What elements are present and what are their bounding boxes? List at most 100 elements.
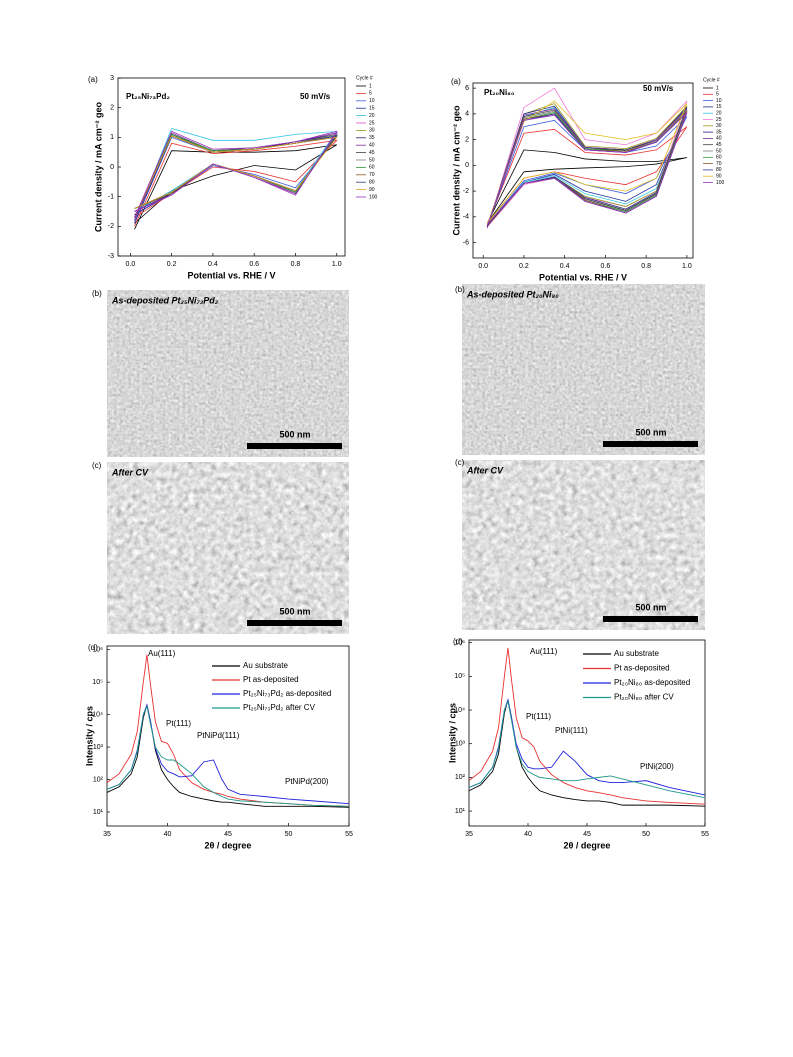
y-tick-label: 6 (465, 85, 469, 92)
x-tick-label: 45 (583, 831, 591, 838)
legend-label: 1 (369, 83, 372, 89)
legend-label: 60 (716, 155, 722, 161)
scale-bar-label: 500 nm (279, 606, 310, 616)
data-line (486, 103, 688, 228)
annotation: 50 mV/s (300, 92, 331, 101)
x-tick-label: 35 (465, 831, 473, 838)
legend-label: 5 (716, 92, 719, 98)
annotation: PtNiPd(111) (197, 731, 240, 740)
scale-bar (603, 616, 698, 622)
data-line (106, 704, 350, 808)
legend-label: 45 (369, 150, 375, 156)
x-tick-label: 0.8 (291, 261, 301, 268)
y-tick-label: 10² (455, 774, 466, 781)
legend-label: 60 (369, 165, 375, 171)
panel-label: (a) (88, 75, 98, 84)
y-tick-label: 3 (110, 75, 114, 82)
y-tick-label: -1 (108, 194, 114, 201)
y-axis-label: Current density / mA cm⁻² geo (451, 105, 461, 235)
y-tick-label: 10¹ (455, 808, 466, 815)
legend-label: 80 (716, 167, 722, 173)
legend-label: 100 (716, 180, 725, 186)
plot-frame (117, 77, 346, 257)
x-tick-label: 40 (524, 831, 532, 838)
legend-label: 25 (369, 120, 375, 126)
x-tick-label: 55 (701, 831, 709, 838)
x-axis-label: Potential vs. RHE / V (187, 270, 275, 280)
x-axis-label: 2θ / degree (205, 840, 252, 850)
y-tick-label: 10⁶ (454, 640, 465, 647)
x-tick-label: 0.4 (208, 261, 218, 268)
legend-label: Pt₂₅Ni₇₃Pd₂ after CV (243, 703, 316, 712)
legend-label: Pt as-deposited (243, 675, 299, 684)
x-tick-label: 0.4 (560, 263, 570, 270)
y-tick-label: -4 (463, 214, 469, 221)
y-tick-label: 0 (465, 162, 469, 169)
data-line (486, 100, 688, 225)
annotation: Pt(111) (526, 712, 551, 721)
annotation: PtNi(111) (555, 726, 588, 735)
data-line (134, 139, 338, 227)
y-tick-label: 10⁵ (454, 673, 465, 680)
annotation: Au(111) (148, 649, 176, 658)
annotation: Pt(111) (166, 719, 191, 728)
panel-label: (b) (455, 285, 465, 294)
annotation: Au(111) (530, 647, 558, 656)
y-tick-label: 1 (110, 134, 114, 141)
panel-label: (b) (92, 289, 102, 298)
scale-bar (247, 443, 342, 449)
legend-label: 50 (716, 148, 722, 154)
x-tick-label: 0.0 (478, 263, 488, 270)
x-tick-label: 0.6 (249, 261, 259, 268)
image-caption: As-deposited Pt₂₅Ni₇₃Pd₂ (111, 295, 219, 305)
data-line (486, 109, 688, 228)
scale-bar (603, 441, 698, 447)
y-tick-label: 10⁵ (92, 679, 103, 686)
x-tick-label: 0.0 (126, 261, 136, 268)
legend-label: Pt₂₅Ni₇₃Pd₂ as-deposited (243, 689, 331, 698)
image-caption: As-deposited Pt₂₀Ni₈₀ (466, 289, 559, 299)
legend-label: 15 (369, 106, 375, 112)
legend-label: 50 (369, 157, 375, 163)
legend-label: Pt as-deposited (614, 664, 670, 673)
panel-label: (d) (88, 643, 98, 652)
data-line (486, 105, 688, 228)
panel-label: (c) (92, 461, 102, 470)
legend-label: 40 (369, 143, 375, 149)
x-axis-label: Potential vs. RHE / V (539, 272, 627, 282)
data-line (134, 127, 338, 221)
data-line (468, 699, 706, 807)
legend-label: Pt₂₀Ni₈₀ as-deposited (614, 678, 690, 687)
y-axis-label: Intensity / cps (447, 703, 457, 763)
annotation: Pt₂₅Ni₇₃Pd₂ (126, 92, 170, 101)
sem-image (107, 462, 349, 634)
panel-label: (c) (455, 458, 465, 467)
y-tick-label: 2 (465, 136, 469, 143)
data-line (134, 144, 337, 230)
x-tick-label: 35 (103, 831, 111, 838)
scale-bar (247, 620, 342, 626)
legend-title: Cycle # (703, 77, 720, 83)
legend-label: 20 (716, 111, 722, 117)
legend-label: 90 (369, 187, 375, 193)
y-tick-label: 4 (465, 111, 469, 118)
y-tick-label: -2 (463, 188, 469, 195)
y-axis-label: Intensity / cps (84, 706, 94, 766)
legend-label: Au substrate (614, 649, 659, 658)
panel-label: (a) (451, 77, 461, 86)
legend-label: 40 (716, 136, 722, 142)
legend-label: 80 (369, 180, 375, 186)
data-line (486, 106, 688, 228)
panel-label: (d) (453, 637, 463, 646)
y-tick-label: 0 (110, 164, 114, 171)
plot-frame (472, 82, 694, 259)
legend-label: 100 (369, 194, 378, 200)
legend-label: 1 (716, 85, 719, 91)
scale-bar-label: 500 nm (279, 429, 310, 439)
y-axis-label: Current density / mA cm⁻² geo (93, 102, 103, 232)
legend-label: 5 (369, 91, 372, 97)
y-tick-label: -2 (108, 223, 114, 230)
sem-image (462, 460, 705, 630)
annotation: Pt₂₀Ni₈₀ (484, 88, 515, 97)
